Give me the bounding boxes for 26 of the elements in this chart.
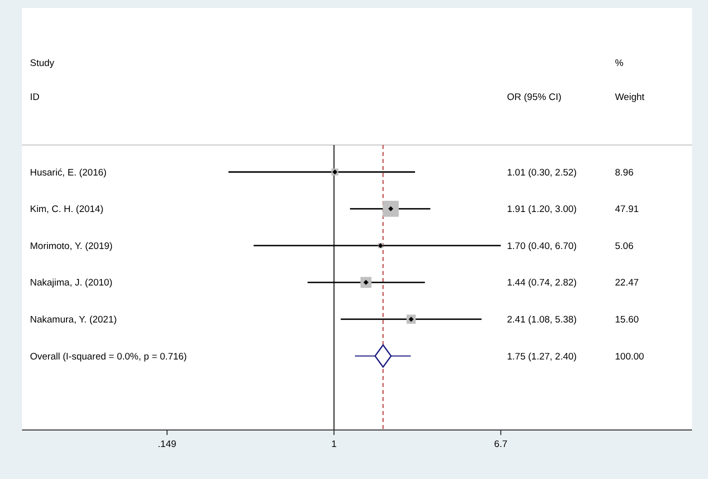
annotation: 1.44 (0.74, 2.82)	[507, 278, 577, 289]
y-tick-label: Husarić, E. (2016)	[30, 167, 107, 178]
annotation: 15.60	[615, 314, 639, 326]
y-tick-label: Morimoto, Y. (2019)	[30, 240, 113, 252]
annotation: 8.96	[615, 167, 634, 178]
annotation: 47.91	[615, 204, 639, 216]
text: %	[615, 58, 624, 69]
y-tick-label: Nakamura, Y. (2021)	[30, 314, 117, 326]
text: ID	[30, 92, 40, 103]
annotation: 1.70 (0.40, 6.70)	[507, 240, 577, 252]
annotation: 5.06	[615, 240, 634, 252]
y-tick-label: Overall (I-squared = 0.0%, p = 0.716)	[30, 351, 187, 362]
y-tick-label: Nakajima, J. (2010)	[30, 278, 112, 289]
annotation: 22.47	[615, 278, 639, 289]
x-tick-label: .149	[158, 439, 176, 450]
annotation: 1.75 (1.27, 2.40)	[507, 351, 577, 362]
x-tick-label: 1	[331, 439, 337, 450]
y-tick-label: Kim, C. H. (2014)	[30, 204, 104, 216]
x-tick-label: 6.7	[494, 439, 508, 450]
annotation: 2.41 (1.08, 5.38)	[507, 314, 577, 326]
text: Weight	[615, 92, 645, 103]
text: OR (95% CI)	[507, 92, 562, 103]
annotation: 1.91 (1.20, 3.00)	[507, 204, 577, 216]
text: Study	[30, 58, 55, 69]
annotation: 1.01 (0.30, 2.52)	[507, 167, 577, 178]
annotation: 100.00	[615, 351, 644, 362]
